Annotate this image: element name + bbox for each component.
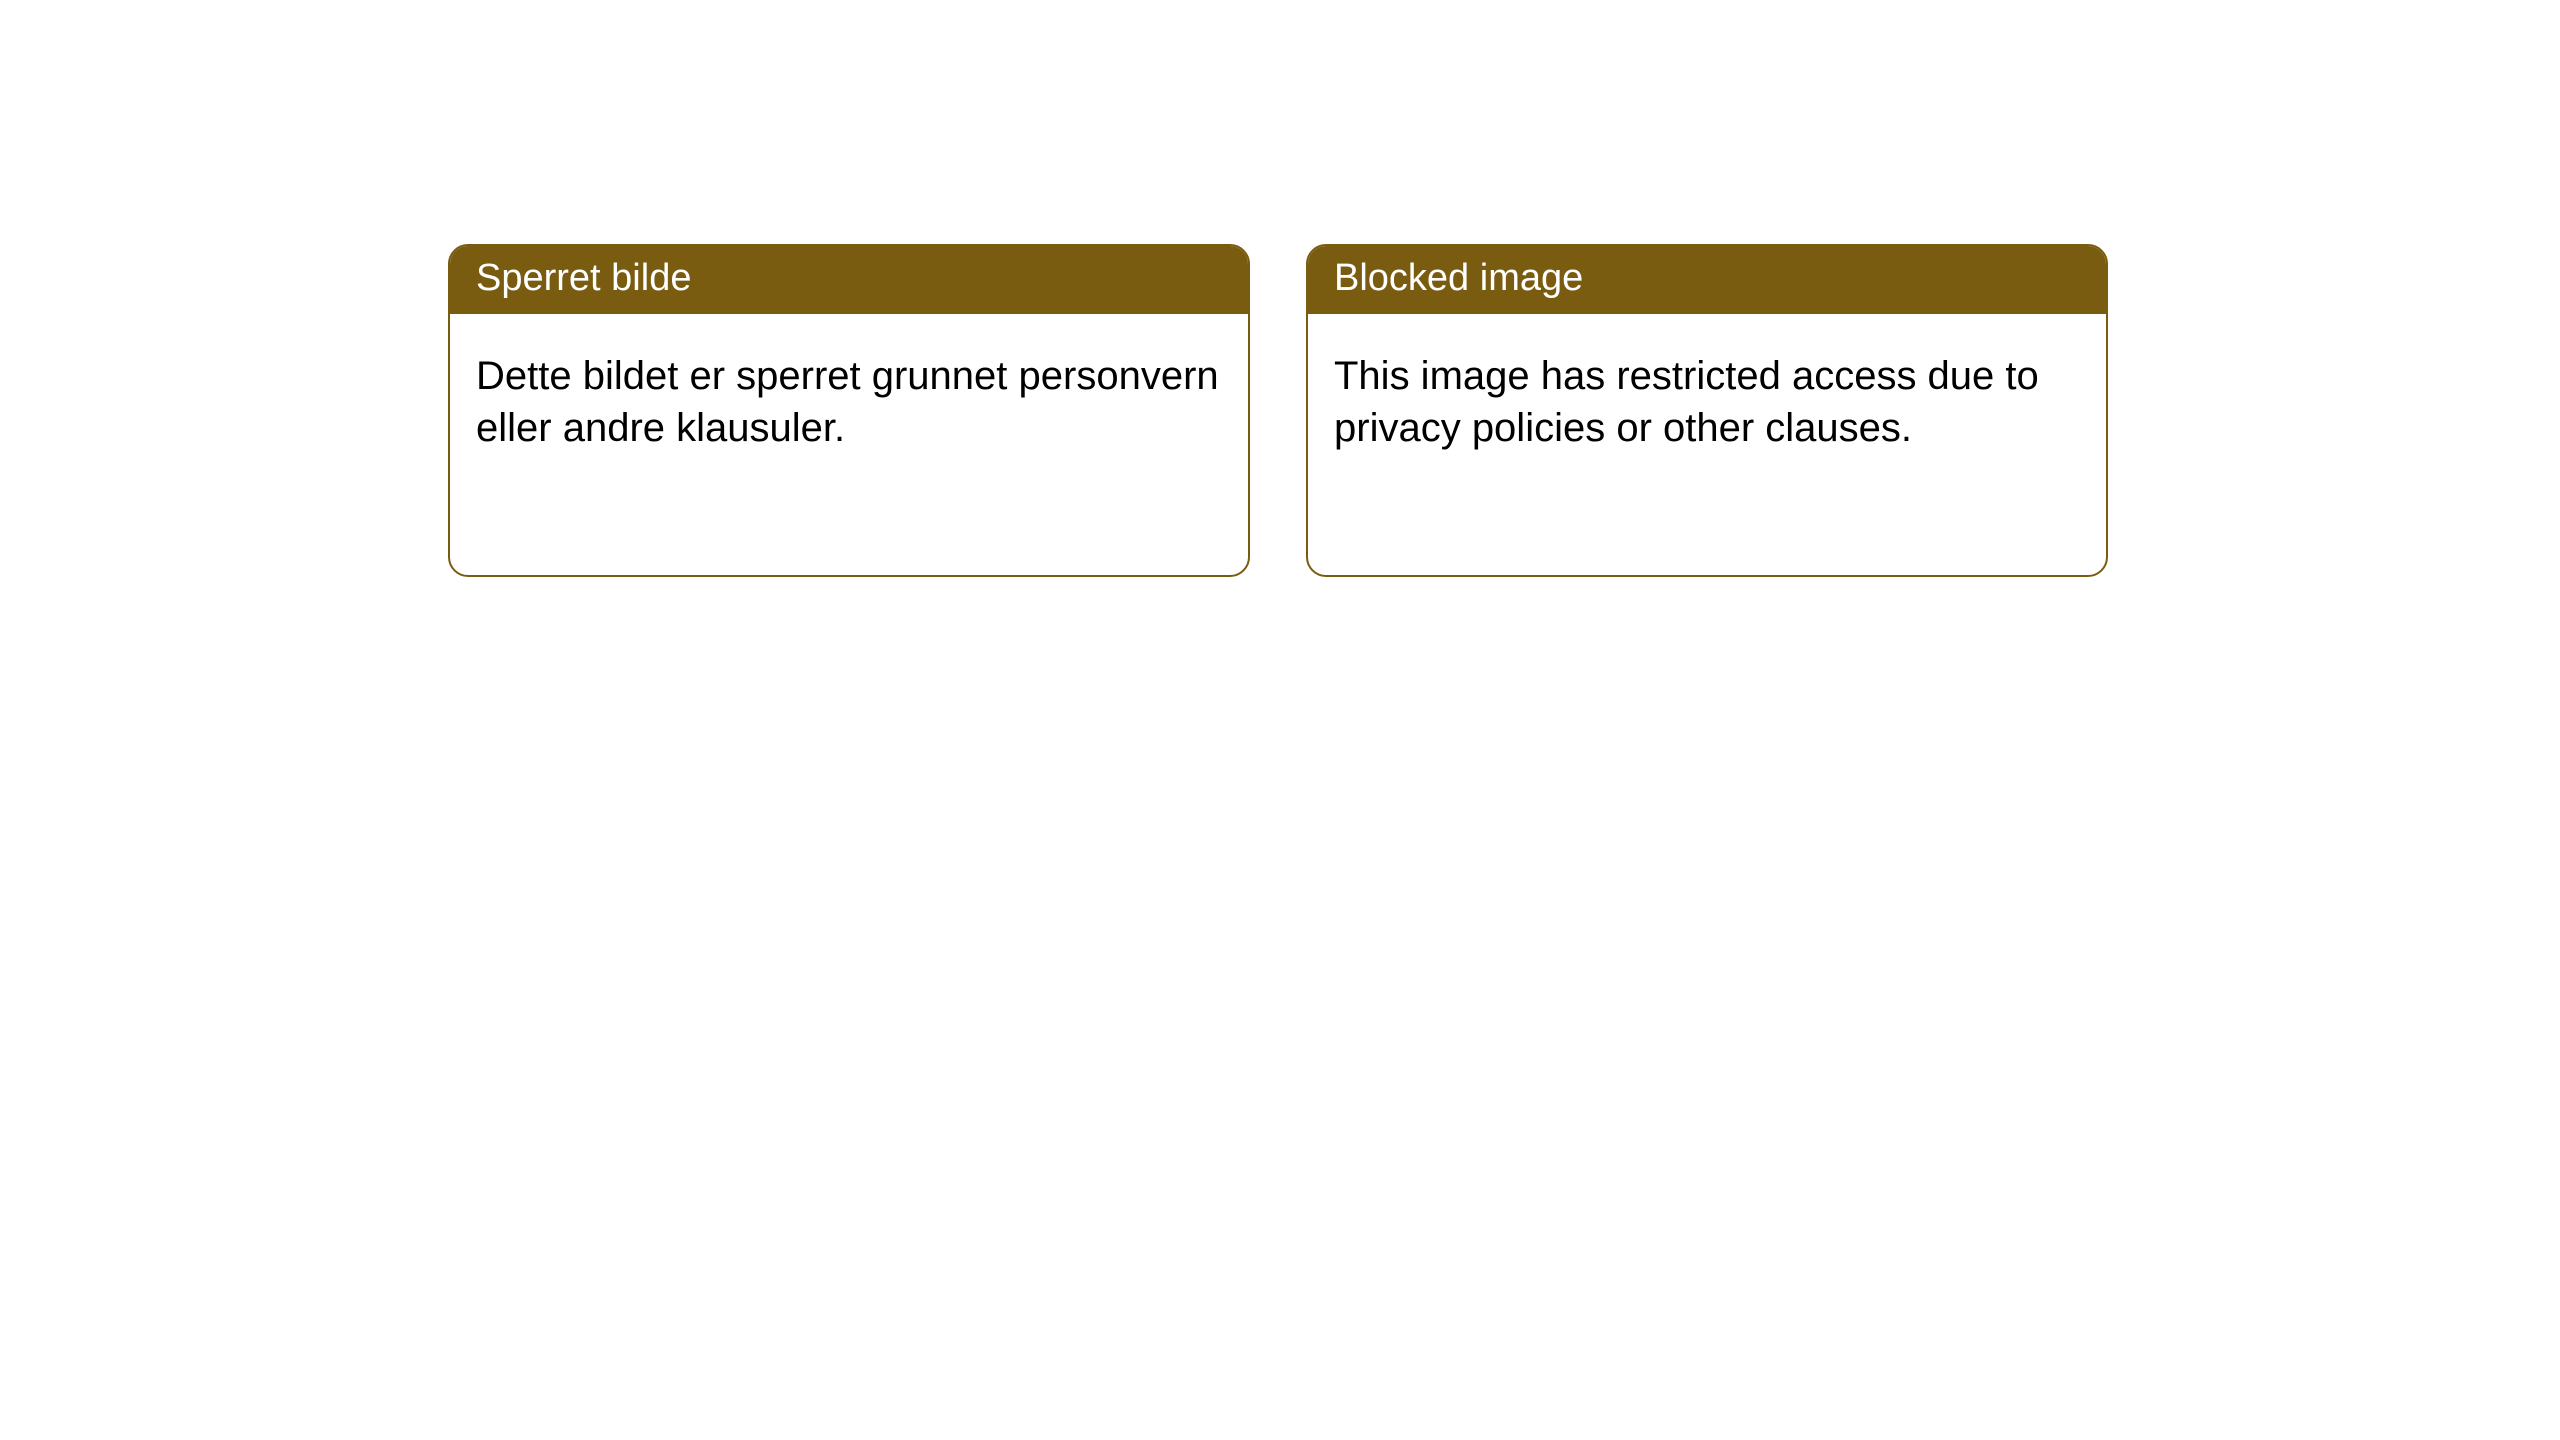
card-body-no: Dette bildet er sperret grunnet personve… <box>450 314 1248 480</box>
card-header-en: Blocked image <box>1308 246 2106 314</box>
blocked-image-card-no: Sperret bilde Dette bildet er sperret gr… <box>448 244 1250 577</box>
card-body-en: This image has restricted access due to … <box>1308 314 2106 480</box>
cards-container: Sperret bilde Dette bildet er sperret gr… <box>0 0 2560 577</box>
card-header-no: Sperret bilde <box>450 246 1248 314</box>
blocked-image-card-en: Blocked image This image has restricted … <box>1306 244 2108 577</box>
